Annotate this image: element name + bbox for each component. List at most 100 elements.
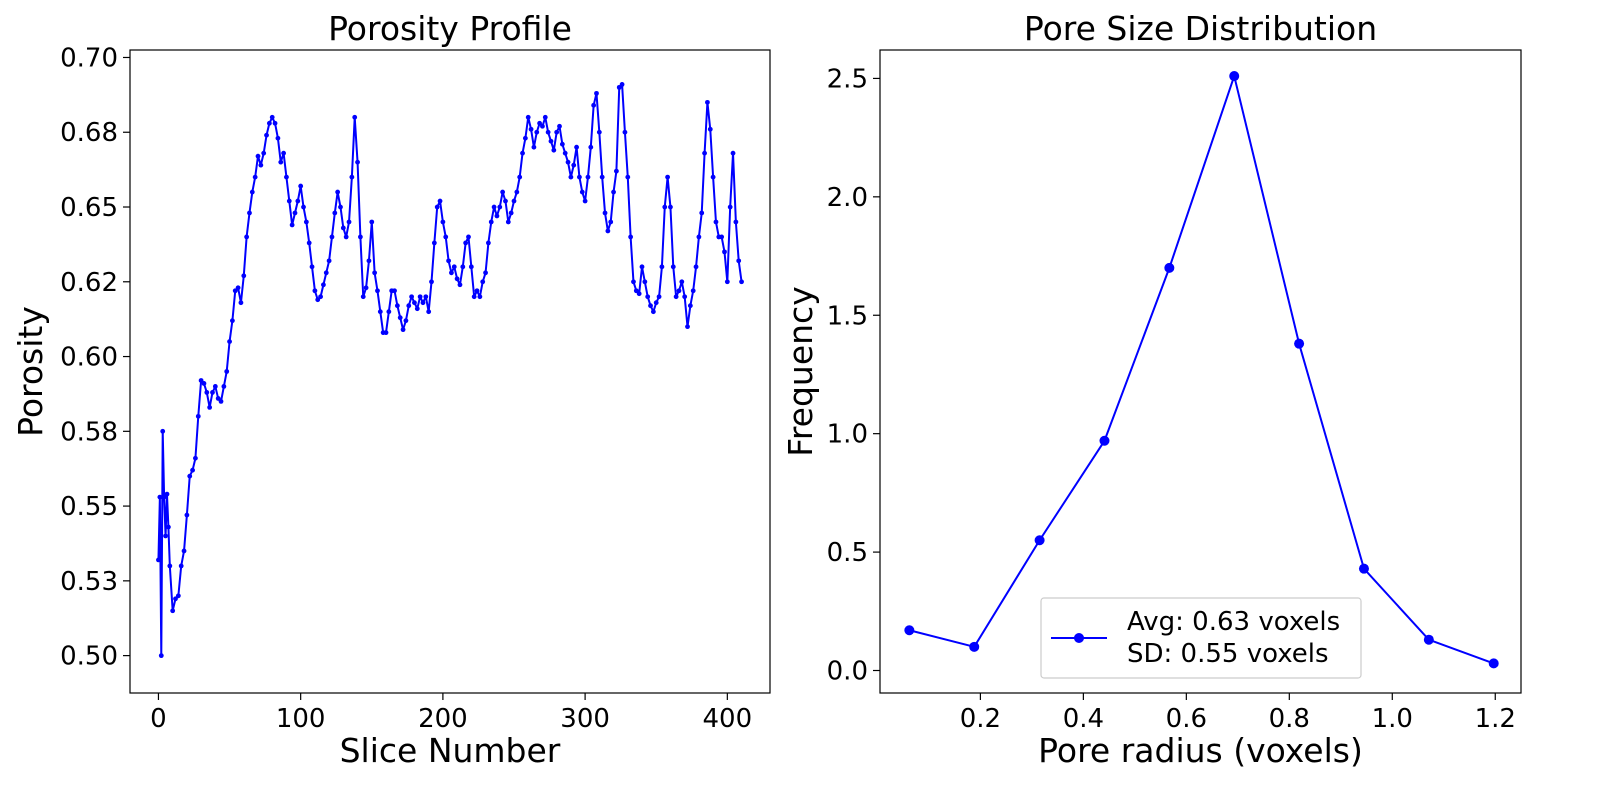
data-point xyxy=(346,219,352,225)
y-axis-label: Frequency xyxy=(781,286,820,456)
data-point xyxy=(682,294,688,300)
data-point xyxy=(582,198,588,204)
data-point xyxy=(969,641,980,652)
data-point xyxy=(249,189,255,195)
data-point xyxy=(574,144,579,150)
data-point xyxy=(727,204,733,210)
x-tick-label: 300 xyxy=(560,704,610,734)
data-point xyxy=(349,174,355,180)
data-point xyxy=(446,258,451,264)
y-axis-ticks: 0.50 0.53 0.55 0.58 0.60 0.62 0.65 0.68 0.70 xyxy=(60,43,130,672)
data-point xyxy=(321,282,326,288)
y-tick-label: 0.62 xyxy=(60,268,118,298)
data-point xyxy=(158,653,164,659)
y-tick-label: 0.55 xyxy=(60,492,118,522)
axes-frame xyxy=(879,49,1522,694)
data-point xyxy=(719,234,725,240)
data-point xyxy=(429,279,434,285)
data-point xyxy=(1294,338,1305,349)
data-point xyxy=(1164,262,1175,273)
data-point xyxy=(437,198,443,204)
data-point xyxy=(531,144,537,150)
data-point xyxy=(355,159,360,165)
porosity-profile-chart: Porosity Profile 0.50 0.53 0.55 0.58 0.60 0.6… xyxy=(11,9,771,770)
data-point xyxy=(372,270,378,276)
y-tick-label: 0.60 xyxy=(60,343,118,373)
data-point xyxy=(605,228,611,234)
data-point xyxy=(269,114,275,120)
data-point xyxy=(386,309,392,315)
data-point xyxy=(687,303,693,309)
data-point xyxy=(636,291,642,297)
data-point xyxy=(602,210,608,216)
data-point xyxy=(676,288,682,294)
y-tick-label: 0.70 xyxy=(60,43,118,73)
data-point xyxy=(503,198,508,204)
data-point xyxy=(207,404,213,410)
axes-frame xyxy=(129,49,771,694)
data-point xyxy=(406,303,412,309)
data-point xyxy=(665,174,670,180)
x-axis-label: Pore radius (voxels) xyxy=(1038,731,1363,770)
data-point xyxy=(284,174,289,180)
data-point xyxy=(292,210,298,216)
data-point xyxy=(224,369,230,374)
data-point xyxy=(722,249,727,255)
data-point xyxy=(394,303,400,309)
y-tick-label: 0.68 xyxy=(60,118,118,148)
plot-area xyxy=(904,71,1499,669)
data-point xyxy=(221,384,227,389)
data-point xyxy=(588,144,594,150)
data-point xyxy=(323,270,329,276)
data-point xyxy=(685,324,690,330)
data-point xyxy=(173,596,178,602)
data-point xyxy=(369,219,375,225)
data-point xyxy=(494,213,500,219)
data-point xyxy=(360,294,366,300)
data-point xyxy=(522,135,528,141)
data-point xyxy=(594,90,599,96)
x-tick-label: 200 xyxy=(418,704,468,734)
data-point xyxy=(463,240,469,246)
data-point xyxy=(190,467,195,473)
data-point xyxy=(622,129,628,135)
data-point xyxy=(244,234,250,240)
data-point xyxy=(520,150,525,156)
data-point xyxy=(596,129,602,135)
data-point xyxy=(537,120,542,126)
y-tick-label: 0.5 xyxy=(827,538,868,568)
data-point xyxy=(705,99,710,105)
data-point xyxy=(713,219,719,225)
x-tick-label: 0.8 xyxy=(1269,704,1310,734)
data-point xyxy=(648,303,653,309)
y-tick-label: 1.0 xyxy=(827,420,868,450)
data-point xyxy=(557,123,562,129)
data-point xyxy=(540,123,545,129)
data-point xyxy=(417,294,423,300)
data-point xyxy=(261,150,267,156)
data-point xyxy=(161,494,167,500)
data-point xyxy=(255,153,261,159)
data-point xyxy=(545,129,551,135)
data-point xyxy=(628,234,634,240)
data-point xyxy=(358,234,363,240)
data-point xyxy=(164,491,170,497)
data-point xyxy=(230,318,235,324)
data-point xyxy=(167,563,173,569)
data-point xyxy=(195,413,201,419)
data-point xyxy=(309,264,315,270)
data-point xyxy=(736,258,742,264)
data-point xyxy=(431,240,437,246)
y-tick-label: 2.0 xyxy=(827,183,868,213)
data-point xyxy=(335,189,341,195)
data-point xyxy=(1229,71,1240,82)
data-point xyxy=(272,120,278,126)
data-point xyxy=(301,204,306,210)
data-point xyxy=(486,240,491,246)
data-point xyxy=(449,270,454,276)
data-point xyxy=(670,264,676,270)
data-point xyxy=(443,234,449,240)
data-point xyxy=(423,294,429,300)
data-point xyxy=(156,557,161,563)
data-point xyxy=(608,219,614,225)
